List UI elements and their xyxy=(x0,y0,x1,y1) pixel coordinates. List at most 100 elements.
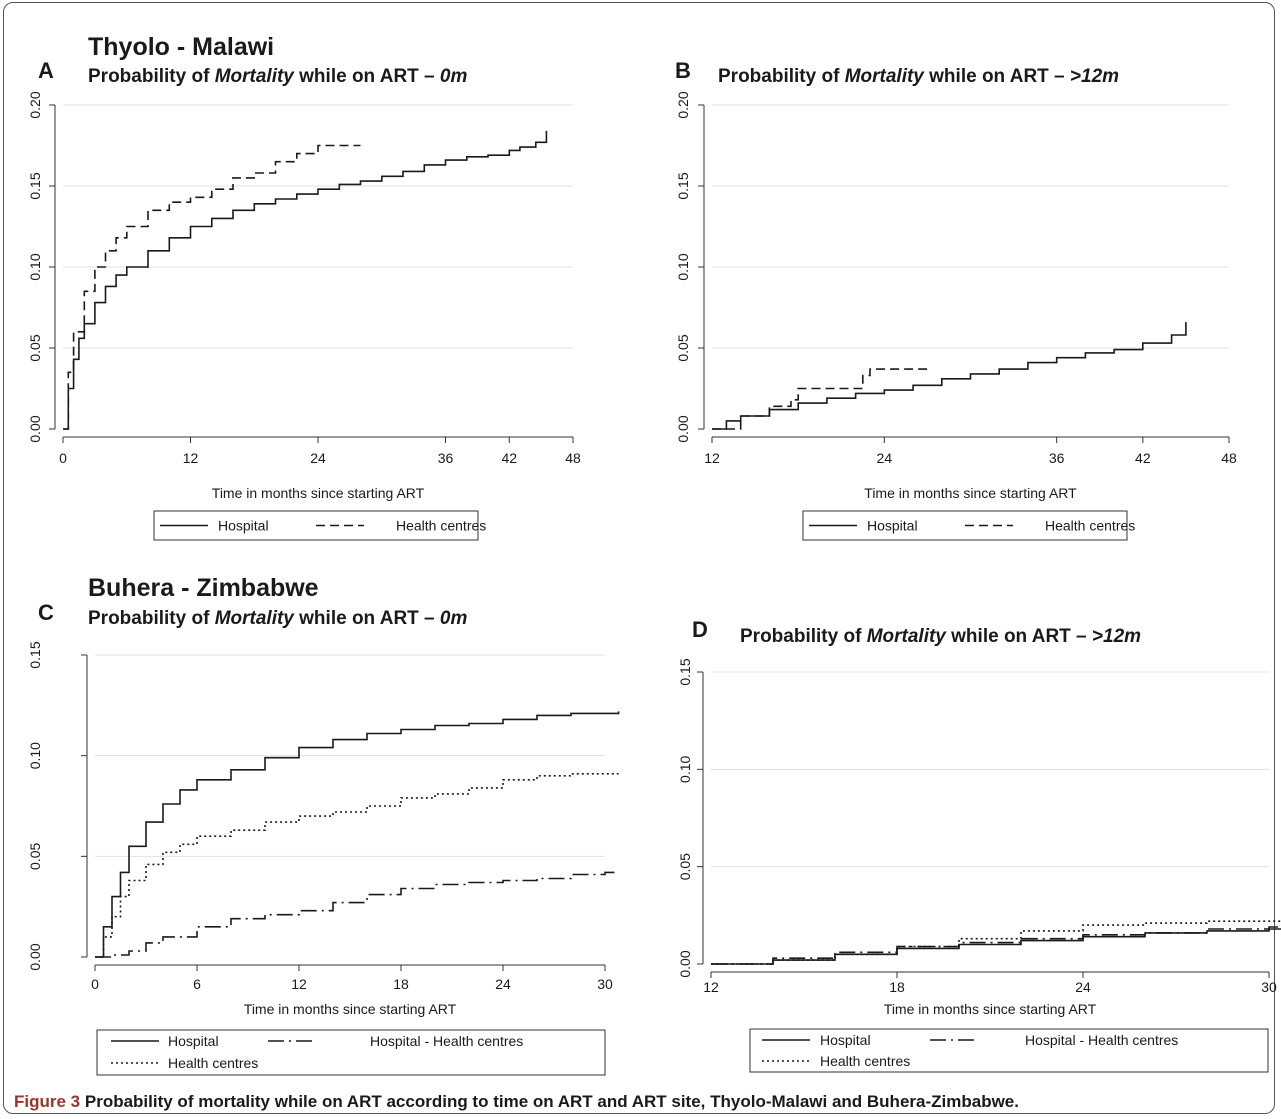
legend-box xyxy=(749,1028,1269,1073)
x-tick-label: 42 xyxy=(501,450,517,466)
panel-title: Probability of Mortality while on ART – … xyxy=(718,66,1119,87)
x-tick-label: 24 xyxy=(1075,979,1091,995)
x-tick-label: 18 xyxy=(393,976,409,992)
panel-title-part: >12m xyxy=(1092,626,1141,647)
chart-panel-c: C Buhera - Zimbabwe Probability of Mortali… xyxy=(27,574,620,1076)
y-tick-label: 0.00 xyxy=(677,950,693,977)
series-line-hospital-health-centres xyxy=(711,926,1281,965)
y-tick-label: 0.15 xyxy=(677,658,693,685)
y-tick-label: 0.10 xyxy=(27,742,43,769)
y-tick-label: 0.10 xyxy=(27,253,43,280)
panel-letter: B xyxy=(675,58,691,83)
y-tick-label: 0.10 xyxy=(675,253,691,280)
series-line-health-centres xyxy=(95,773,619,958)
y-tick-label: 0.00 xyxy=(675,415,691,442)
panel-title-part: >12m xyxy=(1070,66,1119,87)
x-tick-label: 12 xyxy=(704,450,720,466)
legend: Hospital Hospital - Health centres Health … xyxy=(96,1029,606,1076)
y-tick-label: 0.05 xyxy=(677,853,693,880)
x-tick-label: 36 xyxy=(1049,450,1065,466)
legend-label: Health centres xyxy=(1045,518,1135,534)
y-tick-label: 0.15 xyxy=(27,641,43,668)
x-tick-label: 24 xyxy=(310,450,326,466)
x-tick-label: 0 xyxy=(91,976,99,992)
region-title: Buhera - Zimbabwe xyxy=(88,574,319,602)
legend: Hospital Health centres xyxy=(802,510,1135,541)
x-tick-label: 42 xyxy=(1135,450,1151,466)
panel-title-part: Probability of xyxy=(88,608,215,629)
panel-title-part: while on ART – xyxy=(294,66,440,87)
panel-title-part: while on ART – xyxy=(946,626,1092,647)
x-tick-label: 24 xyxy=(877,450,893,466)
panel-letter: C xyxy=(38,600,54,625)
series-line-health-centres xyxy=(711,920,1281,965)
legend-label: Hospital - Health centres xyxy=(370,1033,523,1049)
legend-label: Health centres xyxy=(168,1055,258,1071)
panel-title: Probability of Mortality while on ART – … xyxy=(740,626,1141,647)
x-tick-label: 48 xyxy=(1221,450,1237,466)
x-tick-label: 12 xyxy=(183,450,199,466)
y-tick-label: 0.05 xyxy=(27,842,43,869)
panel-title-part: Mortality xyxy=(215,608,296,629)
y-tick-label: 0.00 xyxy=(27,943,43,970)
x-axis-label: Time in months since starting ART xyxy=(884,1001,1097,1017)
x-tick-label: 24 xyxy=(495,976,511,992)
x-tick-label: 36 xyxy=(438,450,454,466)
panel-title-part: Probability of xyxy=(740,626,867,647)
series-line-hospital xyxy=(712,322,1187,430)
x-tick-label: 0 xyxy=(59,450,67,466)
y-tick-label: 0.20 xyxy=(675,91,691,118)
x-tick-label: 18 xyxy=(889,979,905,995)
legend-label: Hospital xyxy=(218,518,269,534)
legend: Hospital Hospital - Health centres Health … xyxy=(749,1028,1269,1073)
x-tick-label: 30 xyxy=(597,976,613,992)
panel-letter: A xyxy=(38,58,54,83)
legend-label: Hospital xyxy=(820,1032,871,1048)
caption-label: Figure 3 xyxy=(14,1092,81,1111)
y-tick-label: 0.20 xyxy=(27,91,43,118)
series-line-hospital xyxy=(63,130,548,430)
legend-label: Health centres xyxy=(396,518,486,534)
y-tick-label: 0.05 xyxy=(675,334,691,361)
figure-frame xyxy=(3,2,1275,1114)
x-axis-label: Time in months since starting ART xyxy=(864,485,1077,501)
y-tick-label: 0.10 xyxy=(677,755,693,782)
panel-title-part: Probability of xyxy=(88,66,215,87)
x-tick-label: 30 xyxy=(1261,979,1277,995)
series-line-hospital xyxy=(95,711,620,958)
series-line-hospital-health-centres xyxy=(95,871,619,958)
x-tick-label: 12 xyxy=(703,979,719,995)
legend-label: Hospital - Health centres xyxy=(1025,1032,1178,1048)
x-tick-label: 6 xyxy=(193,976,201,992)
legend: Hospital Health centres xyxy=(153,510,486,541)
panel-title-part: Mortality xyxy=(867,626,948,647)
chart-panel-b: B Probability of Mortality while on ART –… xyxy=(675,58,1237,541)
panel-title: Probability of Mortality while on ART – … xyxy=(88,608,467,629)
x-tick-label: 12 xyxy=(291,976,307,992)
y-tick-label: 0.15 xyxy=(27,172,43,199)
legend-box xyxy=(96,1029,606,1076)
y-tick-label: 0.15 xyxy=(675,172,691,199)
y-tick-label: 0.05 xyxy=(27,334,43,361)
panel-letter: D xyxy=(692,617,708,642)
series-line-health-centres xyxy=(712,368,928,430)
y-tick-label: 0.00 xyxy=(27,415,43,442)
chart-panel-a: A Thyolo - Malawi Probability of Mortality… xyxy=(27,33,581,541)
panel-title-part: Mortality xyxy=(845,66,926,87)
panel-title-part: 0m xyxy=(440,608,468,629)
panel-title-part: 0m xyxy=(440,66,468,87)
x-axis-label: Time in months since starting ART xyxy=(244,1001,457,1017)
x-axis-label: Time in months since starting ART xyxy=(212,485,425,501)
caption-text: Probability of mortality while on ART ac… xyxy=(84,1092,1019,1111)
legend-label: Hospital xyxy=(867,518,918,534)
region-title: Thyolo - Malawi xyxy=(88,33,274,61)
panel-title-part: Mortality xyxy=(215,66,296,87)
series-line-health-centres xyxy=(63,144,361,430)
chart-panel-d: D Probability of Mortality while on ART –… xyxy=(677,617,1281,1073)
legend-label: Health centres xyxy=(820,1053,910,1069)
panel-title-part: while on ART – xyxy=(294,608,440,629)
legend-label: Hospital xyxy=(168,1033,219,1049)
figure-caption: Figure 3 Probability of mortality while … xyxy=(14,1092,1019,1112)
panel-title: Probability of Mortality while on ART – … xyxy=(88,66,467,87)
